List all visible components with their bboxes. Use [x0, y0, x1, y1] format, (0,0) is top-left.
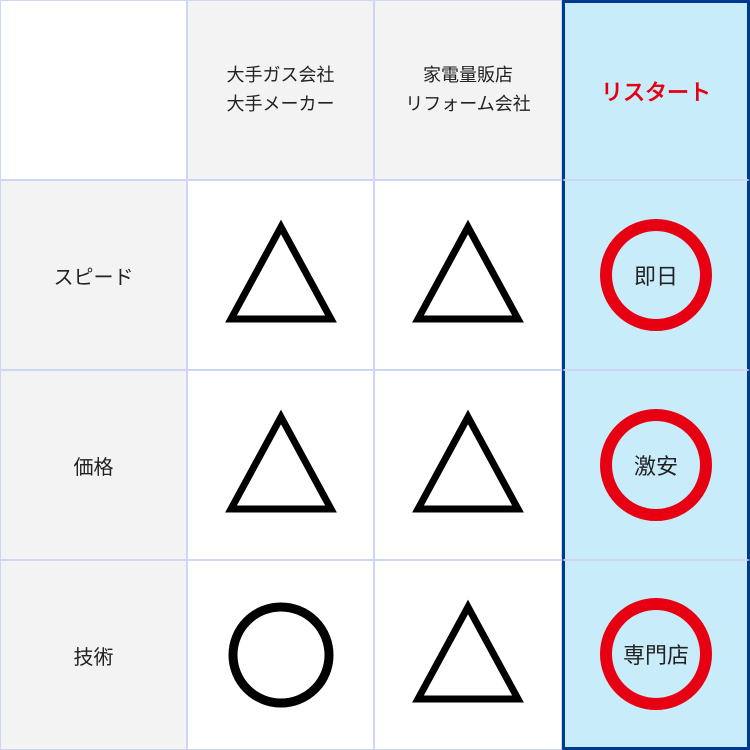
header-label: 大手メーカー: [227, 90, 335, 119]
cell-speed-col2: [374, 180, 562, 370]
cell-tech-col1: [187, 560, 374, 750]
header-label: 大手ガス会社: [227, 61, 335, 90]
header-label: リスタート: [601, 75, 711, 107]
header-label: 家電量販店: [405, 61, 530, 90]
cell-tech-col2: [374, 560, 562, 750]
triangle-icon: [408, 595, 528, 715]
highlight-inner-label: 即日: [634, 259, 678, 291]
circle-icon: 専門店: [596, 594, 716, 714]
cell-price-col1: [187, 370, 374, 560]
highlight-inner-label: 専門店: [623, 638, 689, 670]
cell-speed-col1: [187, 180, 374, 370]
row-label-speed: スピード: [0, 180, 187, 370]
cell-price-col2: [374, 370, 562, 560]
header-col-1: 大手ガス会社 大手メーカー: [187, 0, 374, 180]
cell-speed-highlight: 即日: [562, 180, 750, 370]
row-label-tech: 技術: [0, 560, 187, 750]
triangle-icon: [408, 405, 528, 525]
comparison-table: 大手ガス会社 大手メーカー 家電量販店 リフォーム会社 リスタート スピード: [0, 0, 750, 750]
highlight-inner-label: 激安: [634, 449, 678, 481]
triangle-icon: [408, 215, 528, 335]
circle-icon: 激安: [596, 405, 716, 525]
circle-icon: [221, 595, 341, 715]
cell-price-highlight: 激安: [562, 370, 750, 560]
header-label: リフォーム会社: [405, 90, 530, 119]
header-col-highlight: リスタート: [562, 0, 750, 180]
row-label-price: 価格: [0, 370, 187, 560]
triangle-icon: [221, 215, 341, 335]
circle-icon: 即日: [596, 215, 716, 335]
triangle-icon: [221, 405, 341, 525]
header-empty: [0, 0, 187, 180]
header-col-2: 家電量販店 リフォーム会社: [374, 0, 562, 180]
cell-tech-highlight: 専門店: [562, 560, 750, 750]
